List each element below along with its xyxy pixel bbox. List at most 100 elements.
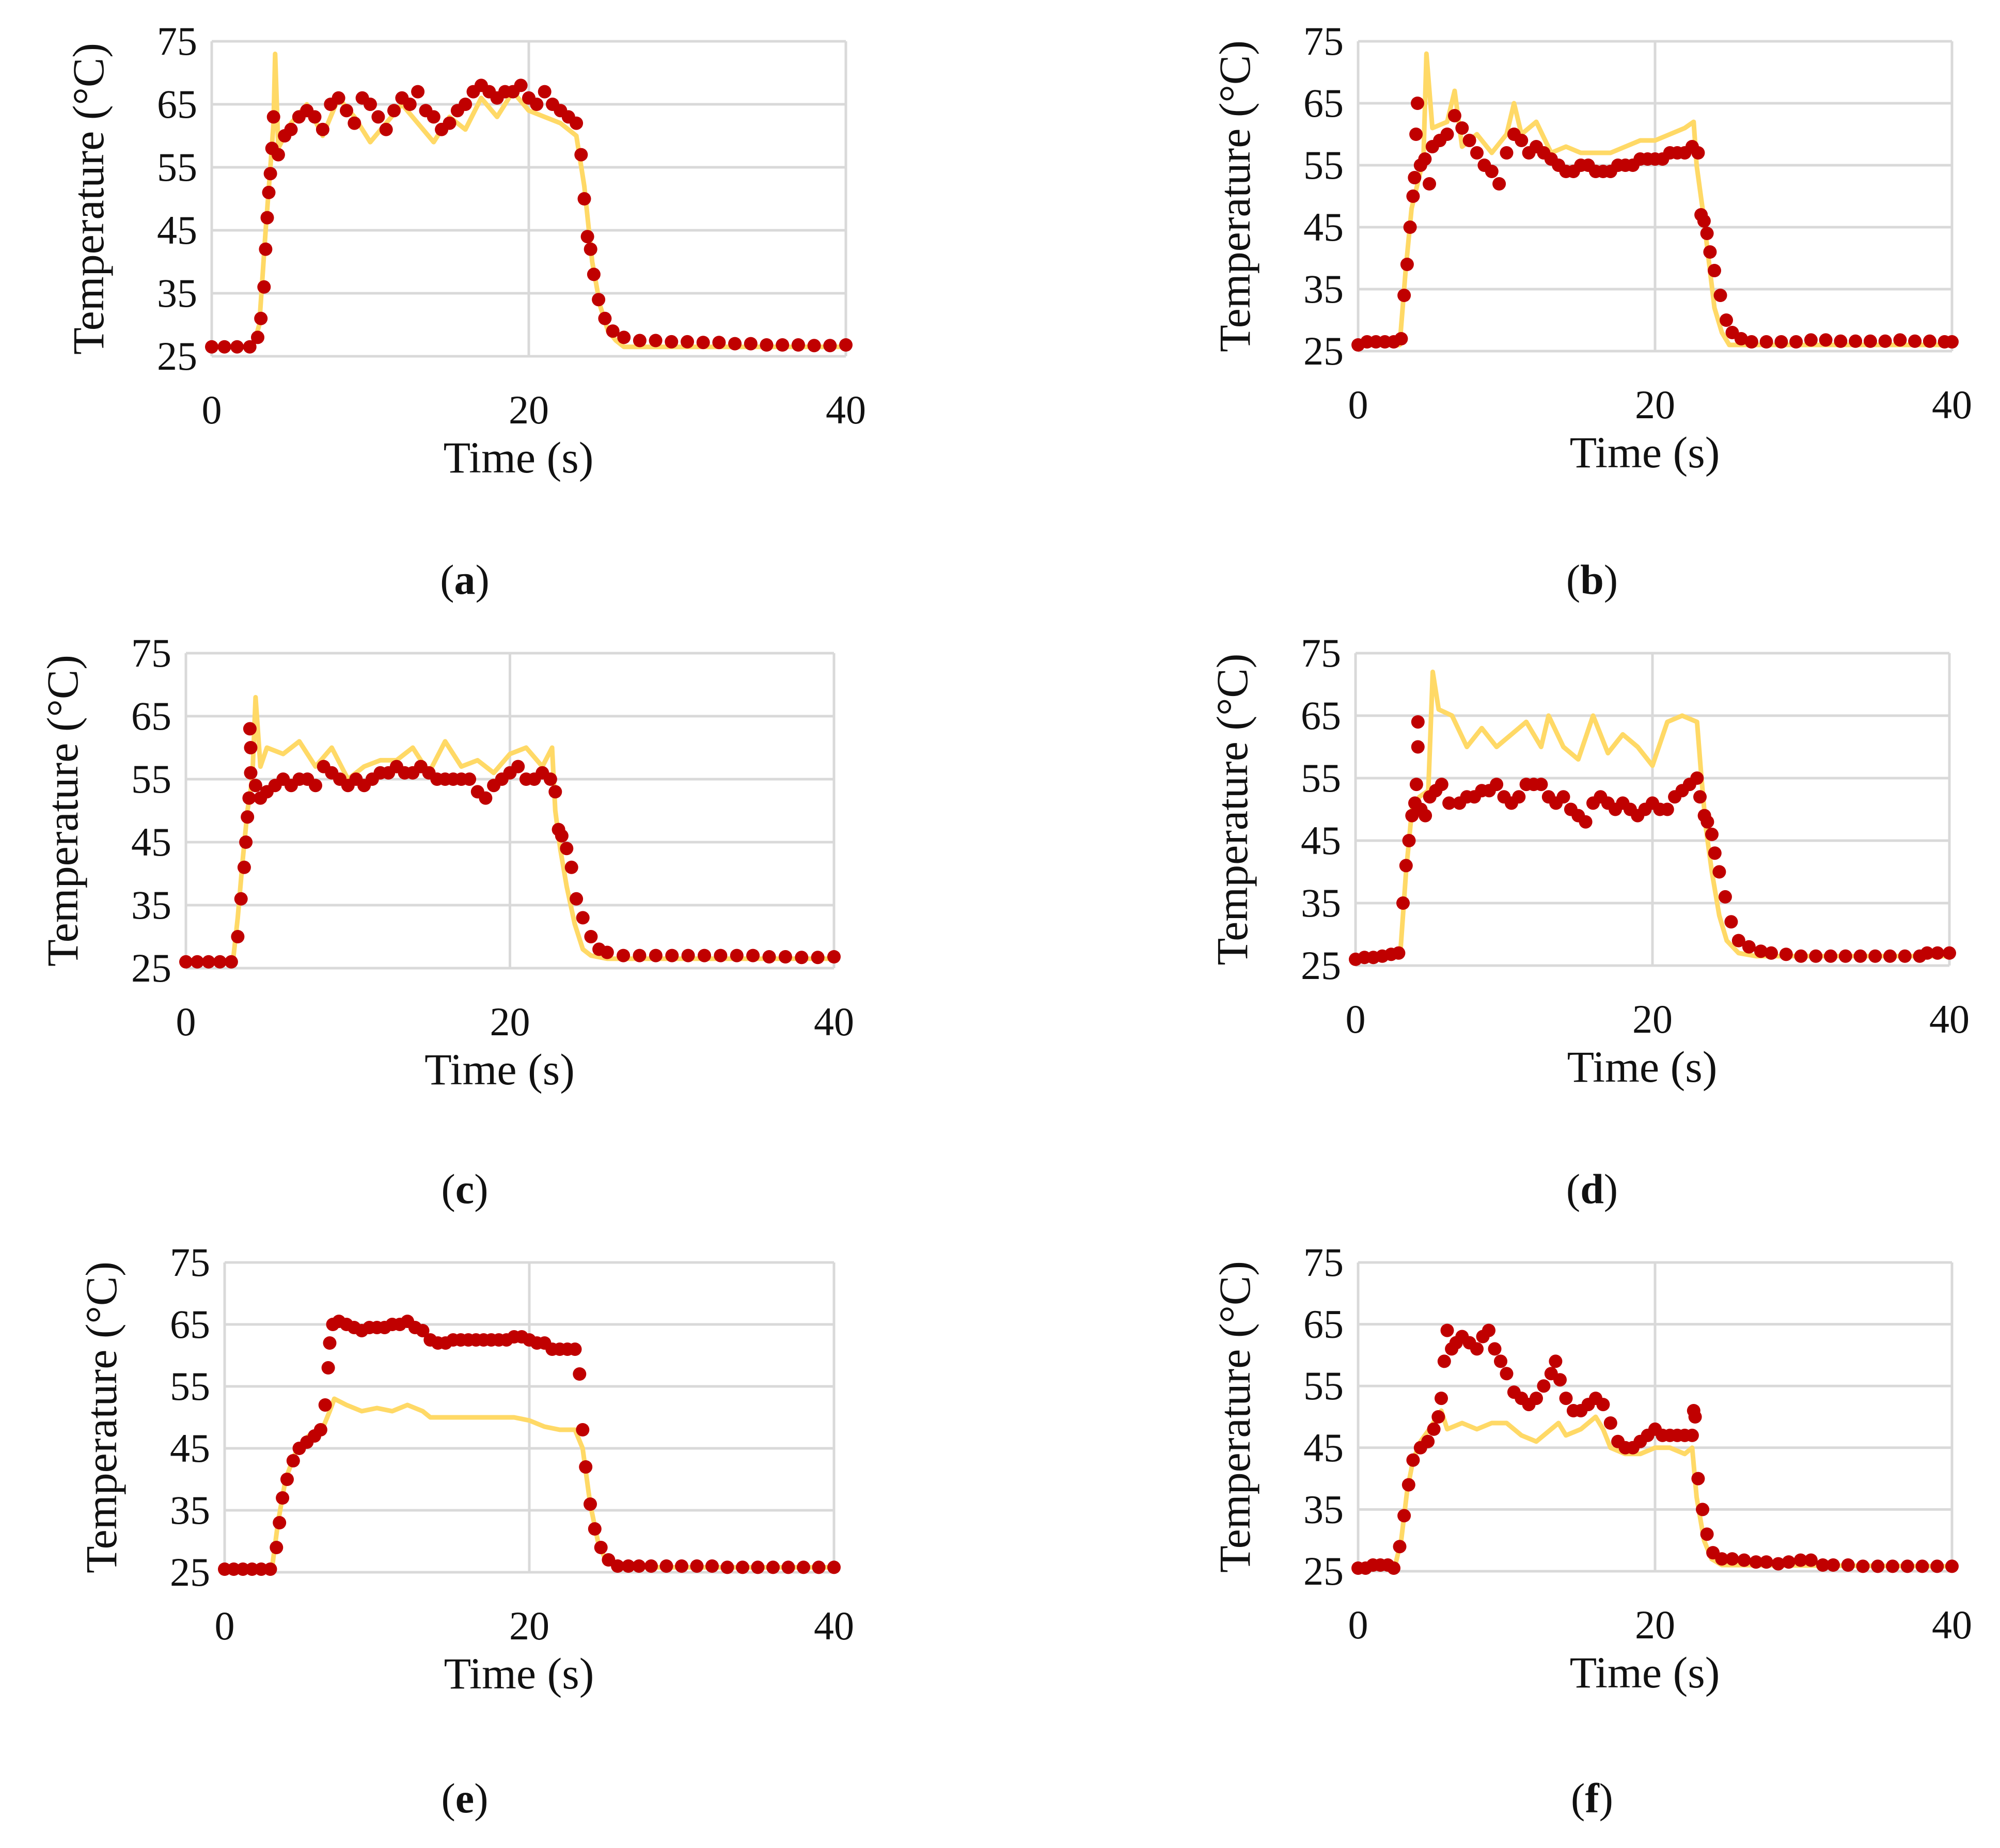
- data-point: [244, 741, 258, 754]
- data-point: [766, 1560, 780, 1574]
- data-point: [179, 955, 193, 969]
- data-point: [1556, 790, 1570, 804]
- x-axis-title: Time (s): [1570, 1648, 1720, 1697]
- x-tick-label: 20: [1635, 382, 1675, 427]
- data-point: [1700, 1527, 1714, 1541]
- x-tick-label: 0: [176, 999, 196, 1044]
- data-point: [1708, 264, 1721, 277]
- data-point: [1397, 1509, 1411, 1523]
- data-point: [797, 1560, 810, 1574]
- y-tick-label: 65: [1303, 1302, 1344, 1347]
- data-point: [1490, 778, 1504, 792]
- data-point: [239, 835, 253, 849]
- data-point: [260, 211, 274, 225]
- data-point: [411, 85, 425, 99]
- data-point: [621, 1559, 635, 1573]
- data-point: [479, 791, 493, 805]
- data-point: [543, 772, 557, 786]
- data-point: [1838, 949, 1852, 963]
- x-axis-title: Time (s): [1570, 428, 1720, 477]
- data-point: [760, 338, 774, 352]
- data-point: [1720, 313, 1733, 327]
- y-axis-title: Temperature (°C): [1207, 654, 1257, 966]
- data-point: [251, 330, 264, 344]
- y-axis-title: Temperature (°C): [64, 43, 113, 355]
- data-point: [271, 148, 285, 162]
- y-tick-label: 25: [170, 1550, 210, 1594]
- y-tick-label: 45: [157, 208, 197, 252]
- data-point: [332, 91, 345, 105]
- data-point: [244, 766, 258, 780]
- data-point: [1688, 1410, 1702, 1424]
- data-point: [1697, 214, 1711, 228]
- data-point: [712, 336, 726, 350]
- data-point: [570, 116, 584, 130]
- y-tick-label: 55: [1303, 143, 1344, 187]
- data-point: [807, 339, 821, 353]
- data-point: [1718, 890, 1732, 904]
- data-point: [309, 779, 322, 793]
- data-point: [316, 122, 329, 136]
- data-point: [548, 785, 562, 799]
- x-tick-label: 20: [509, 387, 549, 432]
- data-point: [1693, 790, 1707, 804]
- panel-caption-letter: e: [455, 1775, 474, 1822]
- data-point: [1863, 334, 1877, 348]
- x-tick-label: 0: [1348, 1602, 1368, 1647]
- data-point: [234, 892, 248, 906]
- panel-caption-letter: b: [1580, 556, 1604, 603]
- data-point: [248, 779, 262, 793]
- data-point: [1488, 1342, 1502, 1356]
- data-point: [1515, 134, 1529, 147]
- data-point: [1724, 915, 1738, 929]
- y-tick-label: 55: [157, 145, 197, 189]
- data-point: [714, 949, 728, 962]
- data-point: [1411, 97, 1424, 110]
- data-point: [257, 280, 271, 294]
- data-point: [649, 334, 663, 348]
- data-point: [1713, 289, 1727, 302]
- y-tick-label: 25: [1301, 943, 1341, 988]
- data-point: [530, 98, 544, 111]
- data-point: [1759, 335, 1773, 349]
- data-point: [243, 722, 257, 736]
- data-point: [823, 339, 837, 353]
- data-point: [665, 949, 679, 962]
- data-point: [1945, 335, 1959, 349]
- data-point: [403, 98, 417, 111]
- data-point: [690, 1559, 704, 1573]
- chart-panel-a: 25 35 45 55 65 75 0 20 40 Time (s) Temperature (°C…: [64, 19, 866, 603]
- data-point: [744, 337, 758, 351]
- data-point: [1744, 335, 1758, 349]
- x-tick-label: 40: [1932, 1602, 1972, 1647]
- y-tick-label: 75: [1303, 19, 1344, 64]
- data-point: [348, 116, 361, 130]
- data-point: [1396, 896, 1410, 910]
- x-tick-label: 20: [1632, 997, 1673, 1041]
- data-point: [594, 1541, 608, 1554]
- data-point: [1435, 1392, 1448, 1405]
- data-point: [1408, 171, 1422, 184]
- data-point: [273, 1516, 287, 1529]
- data-point: [598, 311, 612, 325]
- data-point: [1397, 289, 1411, 302]
- data-point: [1485, 165, 1499, 178]
- data-point: [1603, 1416, 1617, 1430]
- data-point: [1500, 146, 1514, 160]
- panel-caption: (b): [1566, 556, 1618, 603]
- data-point: [633, 949, 647, 962]
- x-axis-title: Time (s): [444, 433, 594, 482]
- data-point: [241, 810, 255, 824]
- data-point: [1725, 1552, 1739, 1566]
- data-point: [1945, 1559, 1959, 1573]
- data-point: [705, 1559, 719, 1573]
- data-point: [1908, 334, 1922, 348]
- data-point: [577, 192, 591, 206]
- data-point: [584, 930, 598, 943]
- y-tick-label: 55: [170, 1364, 210, 1409]
- data-point: [263, 1562, 277, 1576]
- data-point: [231, 930, 245, 943]
- y-tick-label: 55: [131, 756, 171, 801]
- data-point: [230, 340, 244, 354]
- data-point: [696, 336, 710, 350]
